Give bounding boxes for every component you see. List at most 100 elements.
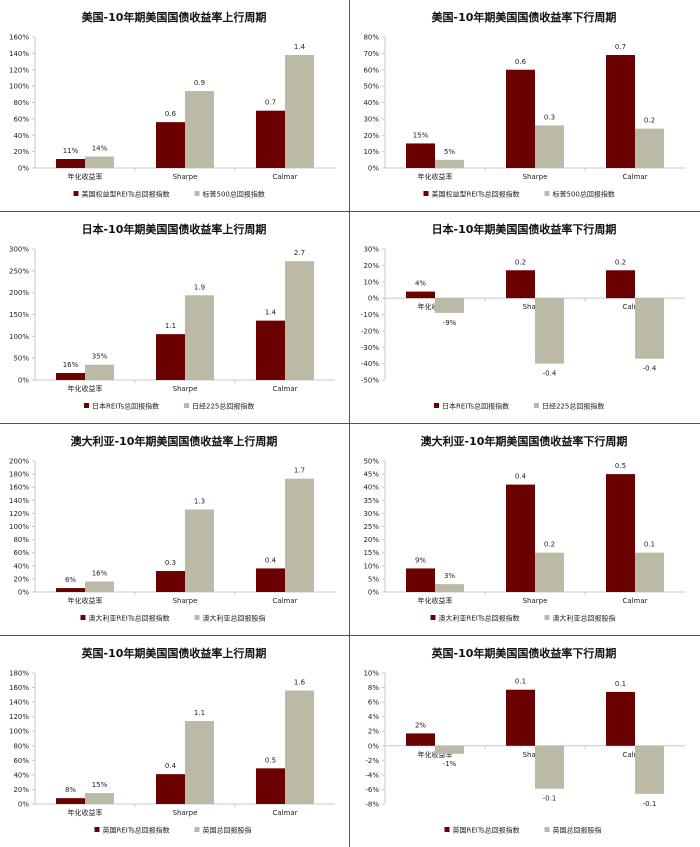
legend-swatch	[94, 827, 100, 832]
data-label: 0.1	[515, 678, 526, 686]
legend: 日本REITs总回报指数 日经225总回报指数	[84, 402, 254, 411]
y-tick-label: 200%	[9, 458, 29, 466]
bar	[85, 581, 114, 592]
legend-label: 美国权益型REITs总回报指数	[82, 190, 170, 199]
legend-label: 标普500总回报指数	[203, 190, 265, 199]
bar	[285, 690, 314, 804]
y-tick-label: -30%	[361, 344, 379, 352]
data-label: 15%	[92, 781, 108, 789]
y-tick-label: 180%	[9, 670, 29, 678]
y-tick-label: 0%	[18, 589, 29, 597]
legend-swatch	[534, 403, 539, 408]
y-tick-label: 80%	[13, 742, 29, 750]
y-tick-label: 80%	[13, 536, 29, 544]
data-label: 0.7	[265, 99, 276, 107]
bar	[285, 478, 314, 592]
y-tick-label: 40%	[363, 484, 379, 492]
y-tick-label: 50%	[363, 458, 379, 466]
data-label: -1%	[443, 760, 457, 768]
y-tick-label: 80%	[363, 34, 379, 42]
y-tick-label: 180%	[9, 471, 29, 479]
data-label: 0.2	[615, 258, 626, 266]
legend-label: 英国REITs总回报指数	[103, 826, 170, 835]
legend-swatch	[544, 191, 550, 196]
chart-panel-uk-up: 英国-10年期美国国债收益率上行周期 0% 20% 40% 60% 80% 100% 120%…	[0, 636, 349, 847]
bar	[406, 733, 435, 746]
bar	[506, 270, 535, 299]
bar	[156, 122, 185, 168]
x-category-label: 年化收益率	[68, 596, 103, 605]
data-label: 2%	[415, 721, 426, 729]
y-tick-label: 20%	[13, 575, 29, 583]
x-category-label: Calmar	[272, 385, 297, 393]
x-category-label: Sharpe	[173, 597, 198, 605]
data-label: 0.3	[165, 559, 176, 567]
data-label: 1.1	[165, 322, 176, 330]
data-label: 1.6	[294, 678, 306, 686]
data-label: 0.6	[165, 110, 177, 118]
data-label: -0.1	[643, 800, 657, 808]
bar	[185, 295, 214, 380]
chart-title: 澳大利亚-10年期美国国债收益率上行周期	[71, 434, 278, 448]
bar	[406, 568, 435, 592]
x-category-label: 年化收益率	[68, 172, 103, 181]
data-label: 6%	[65, 576, 76, 584]
data-label: 0.3	[544, 113, 555, 121]
bar	[156, 774, 185, 804]
legend: 英国REITs总回报指数 英国总回报股指	[94, 826, 252, 835]
chart-title: 英国-10年期美国国债收益率下行周期	[431, 646, 617, 660]
bar-chart: 英国-10年期美国国债收益率上行周期 0% 20% 40% 60% 80% 100% 120%…	[9, 646, 335, 835]
y-tick-label: 120%	[9, 510, 29, 518]
data-label: 0.5	[615, 462, 626, 470]
x-category-label: Sharpe	[173, 809, 198, 817]
bar	[56, 588, 85, 592]
bar	[185, 721, 214, 804]
y-tick-label: 0%	[368, 165, 379, 173]
y-tick-label: 250%	[9, 267, 29, 275]
chart-panel-au-up: 澳大利亚-10年期美国国债收益率上行周期 0% 20% 40% 60% 80% 100% 12…	[0, 424, 349, 635]
bar	[506, 484, 535, 592]
legend: 英国REITs总回报指数 英国总回报股指	[444, 826, 602, 835]
legend: 澳大利亚REITs总回报指数 澳大利亚总回报股指	[80, 614, 266, 623]
chart-panel-us-down: 美国-10年期美国国债收益率下行周期 0% 10% 20% 30% 40% 50% 60% 70…	[350, 0, 699, 211]
data-label: 5%	[444, 148, 455, 156]
x-category-label: Sharpe	[523, 597, 548, 605]
y-tick-label: 10%	[363, 278, 379, 286]
y-tick-label: 60%	[13, 115, 29, 123]
legend: 美国权益型REITs总回报指数 标普500总回报指数	[73, 190, 265, 199]
x-category-label: 年化收益率	[68, 384, 103, 393]
bar	[635, 128, 664, 168]
y-tick-label: 0%	[368, 295, 379, 303]
legend-label: 日本REITs总回报指数	[442, 402, 509, 411]
y-tick-label: 100%	[9, 333, 29, 341]
bar	[435, 745, 464, 754]
data-label: 0.7	[615, 43, 626, 51]
x-category-label: Calmar	[272, 597, 297, 605]
y-tick-label: 40%	[13, 771, 29, 779]
y-tick-label: 40%	[363, 99, 379, 107]
y-tick-label: 5%	[368, 575, 379, 583]
y-tick-label: 60%	[13, 549, 29, 557]
bar	[606, 55, 635, 169]
data-label: -0.1	[543, 795, 557, 803]
y-tick-label: 20%	[13, 148, 29, 156]
bar	[506, 69, 535, 168]
x-category-label: 年化收益率	[418, 172, 453, 181]
x-category-label: 年化收益率	[418, 750, 453, 759]
data-label: 15%	[413, 131, 429, 139]
legend-swatch	[80, 615, 86, 620]
bar	[185, 91, 214, 168]
y-tick-label: 100%	[9, 83, 29, 91]
data-label: 0.9	[194, 79, 205, 87]
y-tick-label: -6%	[365, 786, 379, 794]
x-category-label: 年化收益率	[418, 596, 453, 605]
y-tick-label: -20%	[361, 327, 379, 335]
y-tick-label: -2%	[365, 757, 379, 765]
data-label: 1.7	[294, 467, 305, 475]
y-tick-label: 160%	[9, 684, 29, 692]
bar	[256, 110, 285, 168]
y-tick-label: 60%	[13, 757, 29, 765]
bar	[156, 571, 185, 592]
chart-title: 日本-10年期美国国债收益率上行周期	[82, 222, 267, 236]
y-tick-label: 200%	[9, 289, 29, 297]
